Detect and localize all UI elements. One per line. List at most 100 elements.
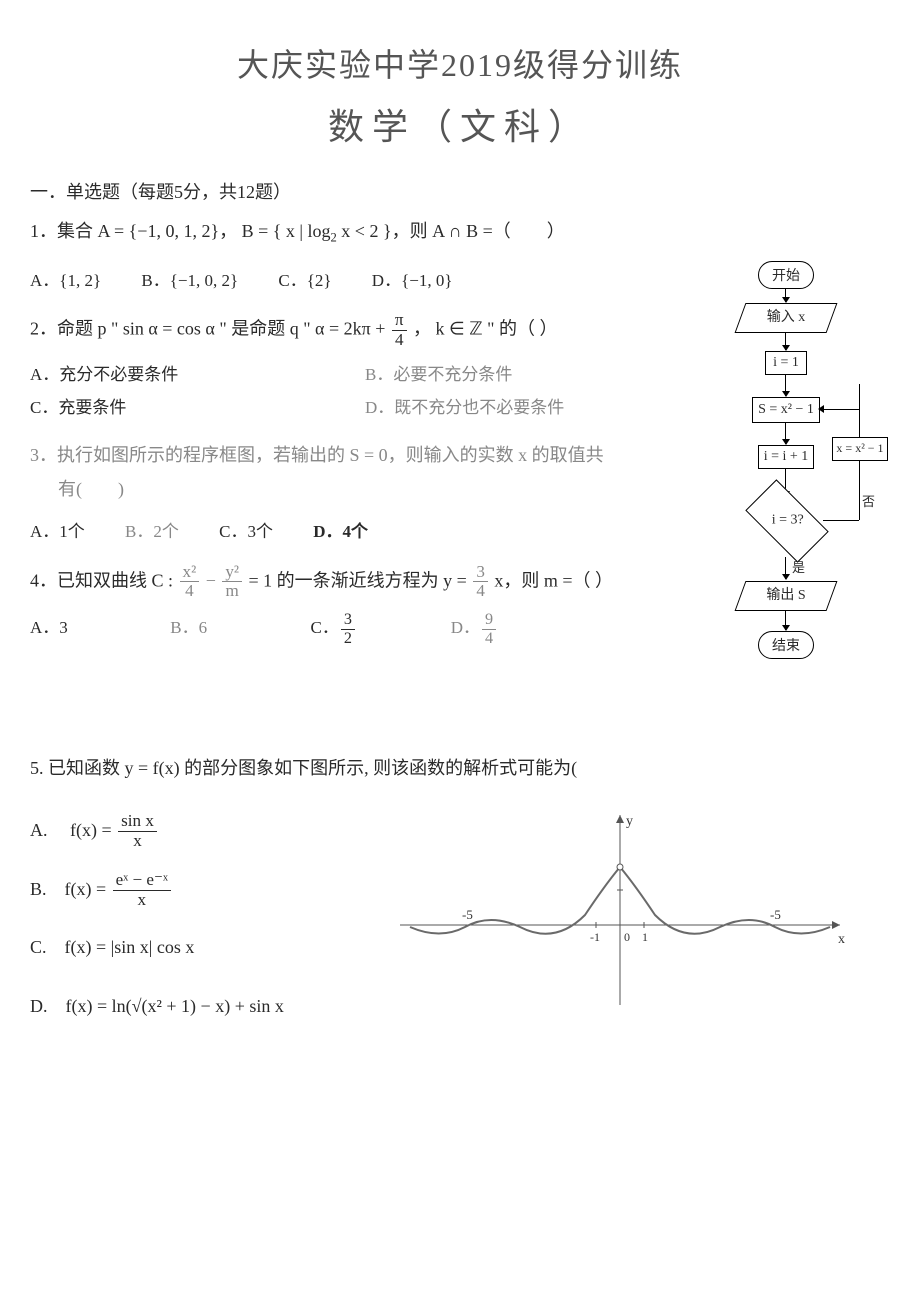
fc-yes-label: 是 xyxy=(792,557,805,576)
question-4: 4．已知双曲线 C : x²4 − y²m = 1 的一条渐近线方程为 y = … xyxy=(30,563,700,602)
question-1: 1．集合 A = {−1, 0, 1, 2}， B = { x | log2 x… xyxy=(30,214,890,251)
q4-f1b: 4 xyxy=(180,582,200,601)
q3-stem-l1: 3．执行如图所示的程序框图，若输出的 S = 0，则输入的实数 x 的取值共 xyxy=(30,438,700,472)
q2-opt-a: A．充分不必要条件 xyxy=(30,359,365,391)
q1-opt-b: B．{−1, 0, 2} xyxy=(141,265,238,297)
fc-end: 结束 xyxy=(758,631,814,659)
fc-input-text: 输入 x xyxy=(741,304,831,332)
question-3: 3．执行如图所示的程序框图，若输出的 S = 0，则输入的实数 x 的取值共 有… xyxy=(30,438,700,506)
fc-start: 开始 xyxy=(758,261,814,289)
q5-opt-c: C. f(x) = |sin x| cos x xyxy=(30,924,390,971)
question-2: 2．命题 p " sin α = cos α " 是命题 q " α = 2kπ… xyxy=(30,311,700,350)
q1-opt-a-text: {1, 2} xyxy=(59,271,101,290)
q1-opt-d-text: {−1, 0} xyxy=(401,271,452,290)
q4-opt-d: D．94 xyxy=(451,611,551,648)
q5d-text: f(x) = ln(√(x² + 1) − x) + sin x xyxy=(66,996,284,1016)
q4-f3t: 3 xyxy=(473,563,488,583)
q4-frac2: y²m xyxy=(222,563,242,602)
page-title-1: 大庆实验中学2019级得分训练 xyxy=(30,40,890,86)
q2-opt-d-text: 既不充分也不必要条件 xyxy=(394,398,564,417)
q4-f1t: x² xyxy=(180,563,200,583)
q2-opt-b: B．必要不充分条件 xyxy=(365,359,700,391)
q1-opt-b-text: {−1, 0, 2} xyxy=(170,271,238,290)
q4-oc-b: 2 xyxy=(341,630,355,648)
fc-diamond: i = 3? xyxy=(745,479,828,562)
q4-frac1: x²4 xyxy=(180,563,200,602)
q4-opt-b: B．6 xyxy=(170,612,270,644)
q5b-lhs: f(x) = xyxy=(65,879,111,899)
q1-opt-c-text: {2} xyxy=(307,271,332,290)
q3-opt-d: D．4个 xyxy=(313,516,368,548)
graph-x-label: x xyxy=(838,932,845,947)
q1-opt-d: D．{−1, 0} xyxy=(372,265,453,297)
q5a-lhs: f(x) = xyxy=(70,820,116,840)
graph-origin: 0 xyxy=(624,930,630,944)
fc-line-no-h xyxy=(823,520,859,521)
q4-f2t: y² xyxy=(222,563,242,583)
fc-output-text: 输出 S xyxy=(741,582,831,610)
q2-opt-a-text: 充分不必要条件 xyxy=(59,365,178,384)
question-5: 5. 已知函数 y = f(x) 的部分图象如下图所示, 则该函数的解析式可能为… xyxy=(30,751,890,785)
q1-opt-c: C．{2} xyxy=(278,265,331,297)
fc-arrowhead-left xyxy=(818,405,824,413)
q3-opt-a: A．1个 xyxy=(30,516,85,548)
graph-xtick-neg1: -1 xyxy=(590,930,600,944)
q2-opt-d: D．既不充分也不必要条件 xyxy=(365,392,700,424)
q5a-t: sin x xyxy=(118,812,157,832)
q4-minus: − xyxy=(206,570,221,590)
section-1-header: 一．单选题（每题5分，共12题） xyxy=(30,178,890,204)
q5-opt-a: A. f(x) = sin xx xyxy=(30,807,390,854)
page-title-2: 数学（文科） xyxy=(30,98,890,150)
q1-stem-b: x < 2 }，则 A ∩ B =（ ） xyxy=(337,221,565,241)
fc-arrow-6 xyxy=(785,557,786,579)
q5-opt-b: B. f(x) = eˣ − e⁻ˣx xyxy=(30,866,390,913)
q4-stem-a: 4．已知双曲线 C : xyxy=(30,570,178,590)
q5c-text: f(x) = |sin x| cos x xyxy=(65,937,195,957)
q5b-t: eˣ − e⁻ˣ xyxy=(113,871,171,891)
graph-xtick-neg5: -5 xyxy=(462,907,473,922)
q2-options: A．充分不必要条件 B．必要不充分条件 C．充要条件 D．既不充分也不必要条件 xyxy=(30,359,700,424)
q4-oc-t: 3 xyxy=(341,611,355,630)
q1-options: A．{1, 2} B．{−1, 0, 2} C．{2} D．{−1, 0} xyxy=(30,265,700,297)
q3-opt-b: B．2个 xyxy=(125,516,179,548)
q2-stem-a: 2．命题 p " sin α = cos α " 是命题 q " α = 2kπ… xyxy=(30,318,390,338)
q2-frac-top: π xyxy=(392,311,407,331)
q2-stem-b: ， k ∈ ℤ " 的（ ） xyxy=(413,318,557,338)
graph-y-label: y xyxy=(626,814,633,829)
fc-arrow-4 xyxy=(785,422,786,444)
flowchart: 开始 输入 x i = 1 S = x² − 1 i = i + 1 x = x… xyxy=(710,261,890,741)
q3-opt-d-text: 4个 xyxy=(343,522,369,541)
q5b-b: x xyxy=(113,891,171,910)
q3-opt-b-text: 2个 xyxy=(153,522,179,541)
fc-line-no-v2 xyxy=(859,384,860,437)
q3-opt-c-text: 3个 xyxy=(247,522,273,541)
graph-xtick-pos1: 1 xyxy=(642,930,648,944)
q2-frac: π4 xyxy=(392,311,407,350)
q4-f2b: m xyxy=(222,582,242,601)
q2-opt-c-text: 充要条件 xyxy=(58,398,126,417)
q4-f3b: 4 xyxy=(473,582,488,601)
graph-xtick-pos5: -5 xyxy=(770,907,781,922)
fc-input: 输入 x xyxy=(735,303,838,333)
fc-arrow-3 xyxy=(785,374,786,396)
graph-svg: y x -5 -5 -1 0 1 xyxy=(390,795,850,1015)
fc-arrow-no-top xyxy=(819,409,859,410)
q4-od-t: 9 xyxy=(482,611,496,630)
q2-opt-c: C．充要条件 xyxy=(30,392,365,424)
q4-opt-c: C．32 xyxy=(311,611,411,648)
q4-opt-b-text: 6 xyxy=(199,618,208,637)
q5-graph: y x -5 -5 -1 0 1 xyxy=(390,795,890,1020)
fc-arrow-7 xyxy=(785,610,786,630)
q1-stem-a: 1．集合 A = {−1, 0, 1, 2}， B = { x | log xyxy=(30,221,331,241)
q4-options: A．3 B．6 C．32 D．94 xyxy=(30,611,700,648)
q3-options: A．1个 B．2个 C．3个 D．4个 xyxy=(30,516,700,548)
q5-options: A. f(x) = sin xx B. f(x) = eˣ − e⁻ˣx C. … xyxy=(30,795,390,1042)
q3-opt-c: C．3个 xyxy=(219,516,273,548)
q4-stem-b: = 1 的一条渐近线方程为 y = xyxy=(249,570,472,590)
fc-cond-text: i = 3? xyxy=(752,512,824,528)
q4-od-b: 4 xyxy=(482,630,496,648)
q4-frac3: 34 xyxy=(473,563,488,602)
q5a-b: x xyxy=(118,832,157,851)
q2-frac-bot: 4 xyxy=(392,331,407,350)
q1-opt-a: A．{1, 2} xyxy=(30,265,101,297)
